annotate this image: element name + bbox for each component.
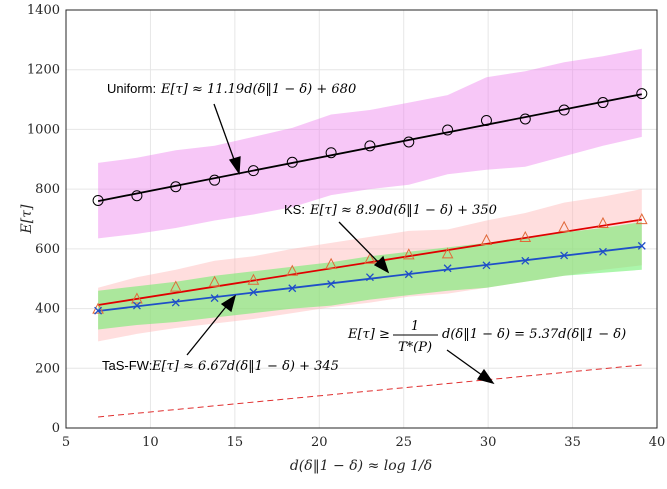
annotation-tasfw-name: TaS-FW:	[102, 358, 152, 373]
uniform-marker	[558, 104, 570, 116]
arrow-ks-head	[373, 255, 390, 274]
x-tick-label: 40	[649, 435, 666, 450]
tasfw-marker	[132, 301, 141, 310]
uniform-marker	[170, 181, 182, 193]
tasfw-band	[98, 222, 642, 330]
arrow-ks	[338, 221, 383, 267]
annotation-bound: E[τ] ≥ 1 T*(P) d(δ‖1 − δ) = 5.37d(δ‖1 − …	[347, 319, 626, 355]
tasfw-marker	[365, 273, 374, 282]
uniform-marker	[286, 156, 298, 168]
series-lines	[97, 93, 642, 418]
uniform-fit-line	[97, 93, 642, 202]
y-tick-label: 0	[52, 421, 60, 436]
annotation-ks-name: KS:	[284, 202, 305, 217]
y-tick-label: 1200	[27, 63, 60, 78]
uniform-band	[98, 48, 642, 239]
annotation-ks: KS: E[τ] ≈ 8.90d(δ‖1 − δ) + 350	[284, 202, 497, 218]
arrow-bound	[446, 349, 487, 379]
ks-marker	[364, 252, 376, 264]
tasfw-marker	[288, 284, 297, 293]
x-tick-label: 20	[311, 435, 328, 450]
uniform-marker	[92, 194, 104, 206]
ks-fit-line	[97, 218, 642, 306]
ks-marker	[402, 248, 415, 260]
arrow-tasfw-head	[220, 294, 237, 313]
tasfw-marker	[443, 264, 452, 273]
ks-marker	[558, 220, 570, 232]
x-axis-title: d(δ‖1 − δ) ≈ log 1/δ	[290, 458, 432, 474]
ks-marker	[635, 213, 648, 225]
uniform-marker	[209, 174, 221, 186]
ks-marker	[441, 247, 454, 259]
y-axis-title: E[τ]	[19, 204, 35, 234]
y-tick-label: 400	[35, 302, 60, 317]
ks-marker	[247, 273, 260, 285]
ks-marker	[325, 257, 337, 269]
uniform-marker	[247, 165, 259, 177]
uniform-marker	[480, 114, 492, 126]
tasfw-marker	[171, 298, 180, 307]
tasfw-marker	[327, 280, 336, 289]
tasfw-marker	[94, 306, 103, 315]
arrow-tasfw	[186, 302, 230, 356]
x-tick-label: 15	[227, 435, 244, 450]
x-tick-label: 5	[62, 435, 70, 450]
tasfw-marker	[249, 288, 258, 297]
x-tick-label: 10	[142, 435, 159, 450]
tasfw-fit-line	[97, 245, 642, 312]
ks-marker	[208, 275, 221, 287]
annotation-bound-numerator: 1	[411, 319, 419, 334]
annotation-uniform-formula: E[τ] ≈ 11.19d(δ‖1 − δ) + 680	[160, 82, 356, 97]
lower-bound-line	[98, 364, 642, 418]
ks-marker	[169, 280, 182, 292]
tasfw-marker	[482, 261, 491, 270]
uniform-marker	[636, 88, 648, 100]
ks-marker	[597, 216, 609, 228]
uniform-marker	[442, 124, 454, 136]
x-tick-label: 25	[395, 435, 412, 450]
plot-frame	[65, 9, 658, 429]
tasfw-marker	[599, 247, 607, 256]
x-tick-label: 35	[564, 435, 581, 450]
annotation-uniform: Uniform: E[τ] ≈ 11.19d(δ‖1 − δ) + 680	[107, 81, 356, 97]
annotation-tasfw: TaS-FW: E[τ] ≈ 6.67d(δ‖1 − δ) + 345	[102, 358, 339, 374]
ks-marker	[131, 292, 143, 304]
tasfw-marker	[521, 256, 530, 265]
annotation-ks-formula: E[τ] ≈ 8.90d(δ‖1 − δ) + 350	[309, 203, 497, 218]
y-tick-label: 1000	[27, 122, 60, 137]
tasfw-marker	[637, 241, 646, 250]
uniform-marker	[403, 136, 415, 148]
uniform-marker	[597, 97, 609, 109]
y-tick-label: 800	[35, 182, 60, 197]
ks-marker	[286, 264, 299, 276]
annotation-bound-rhs: d(δ‖1 − δ) = 5.37d(δ‖1 − δ)	[442, 327, 626, 342]
annotation-bound-lhs: E[τ] ≥	[347, 327, 390, 342]
uniform-marker	[364, 140, 376, 152]
arrow-uniform	[213, 103, 237, 166]
y-tick-label: 1400	[27, 3, 60, 18]
ks-marker	[519, 230, 532, 243]
annotation-bound-denominator: T*(P)	[398, 340, 432, 355]
tasfw-marker	[404, 270, 413, 279]
series-markers	[92, 88, 648, 315]
confidence-bands	[98, 48, 642, 342]
ks-marker	[480, 233, 493, 245]
annotation-tasfw-formula: E[τ] ≈ 6.67d(δ‖1 − δ) + 345	[151, 359, 339, 374]
uniform-marker	[325, 147, 337, 159]
uniform-marker	[131, 190, 143, 202]
y-tick-label: 200	[35, 361, 60, 376]
y-tick-label: 600	[35, 242, 60, 257]
annotation-arrows	[186, 103, 495, 385]
annotation-uniform-name: Uniform:	[107, 81, 156, 96]
arrow-bound-head	[476, 368, 495, 385]
uniform-marker	[519, 113, 531, 125]
tasfw-marker	[560, 251, 569, 260]
arrow-uniform-head	[228, 156, 241, 175]
x-tick-label: 30	[480, 435, 497, 450]
tasfw-marker	[210, 294, 219, 303]
